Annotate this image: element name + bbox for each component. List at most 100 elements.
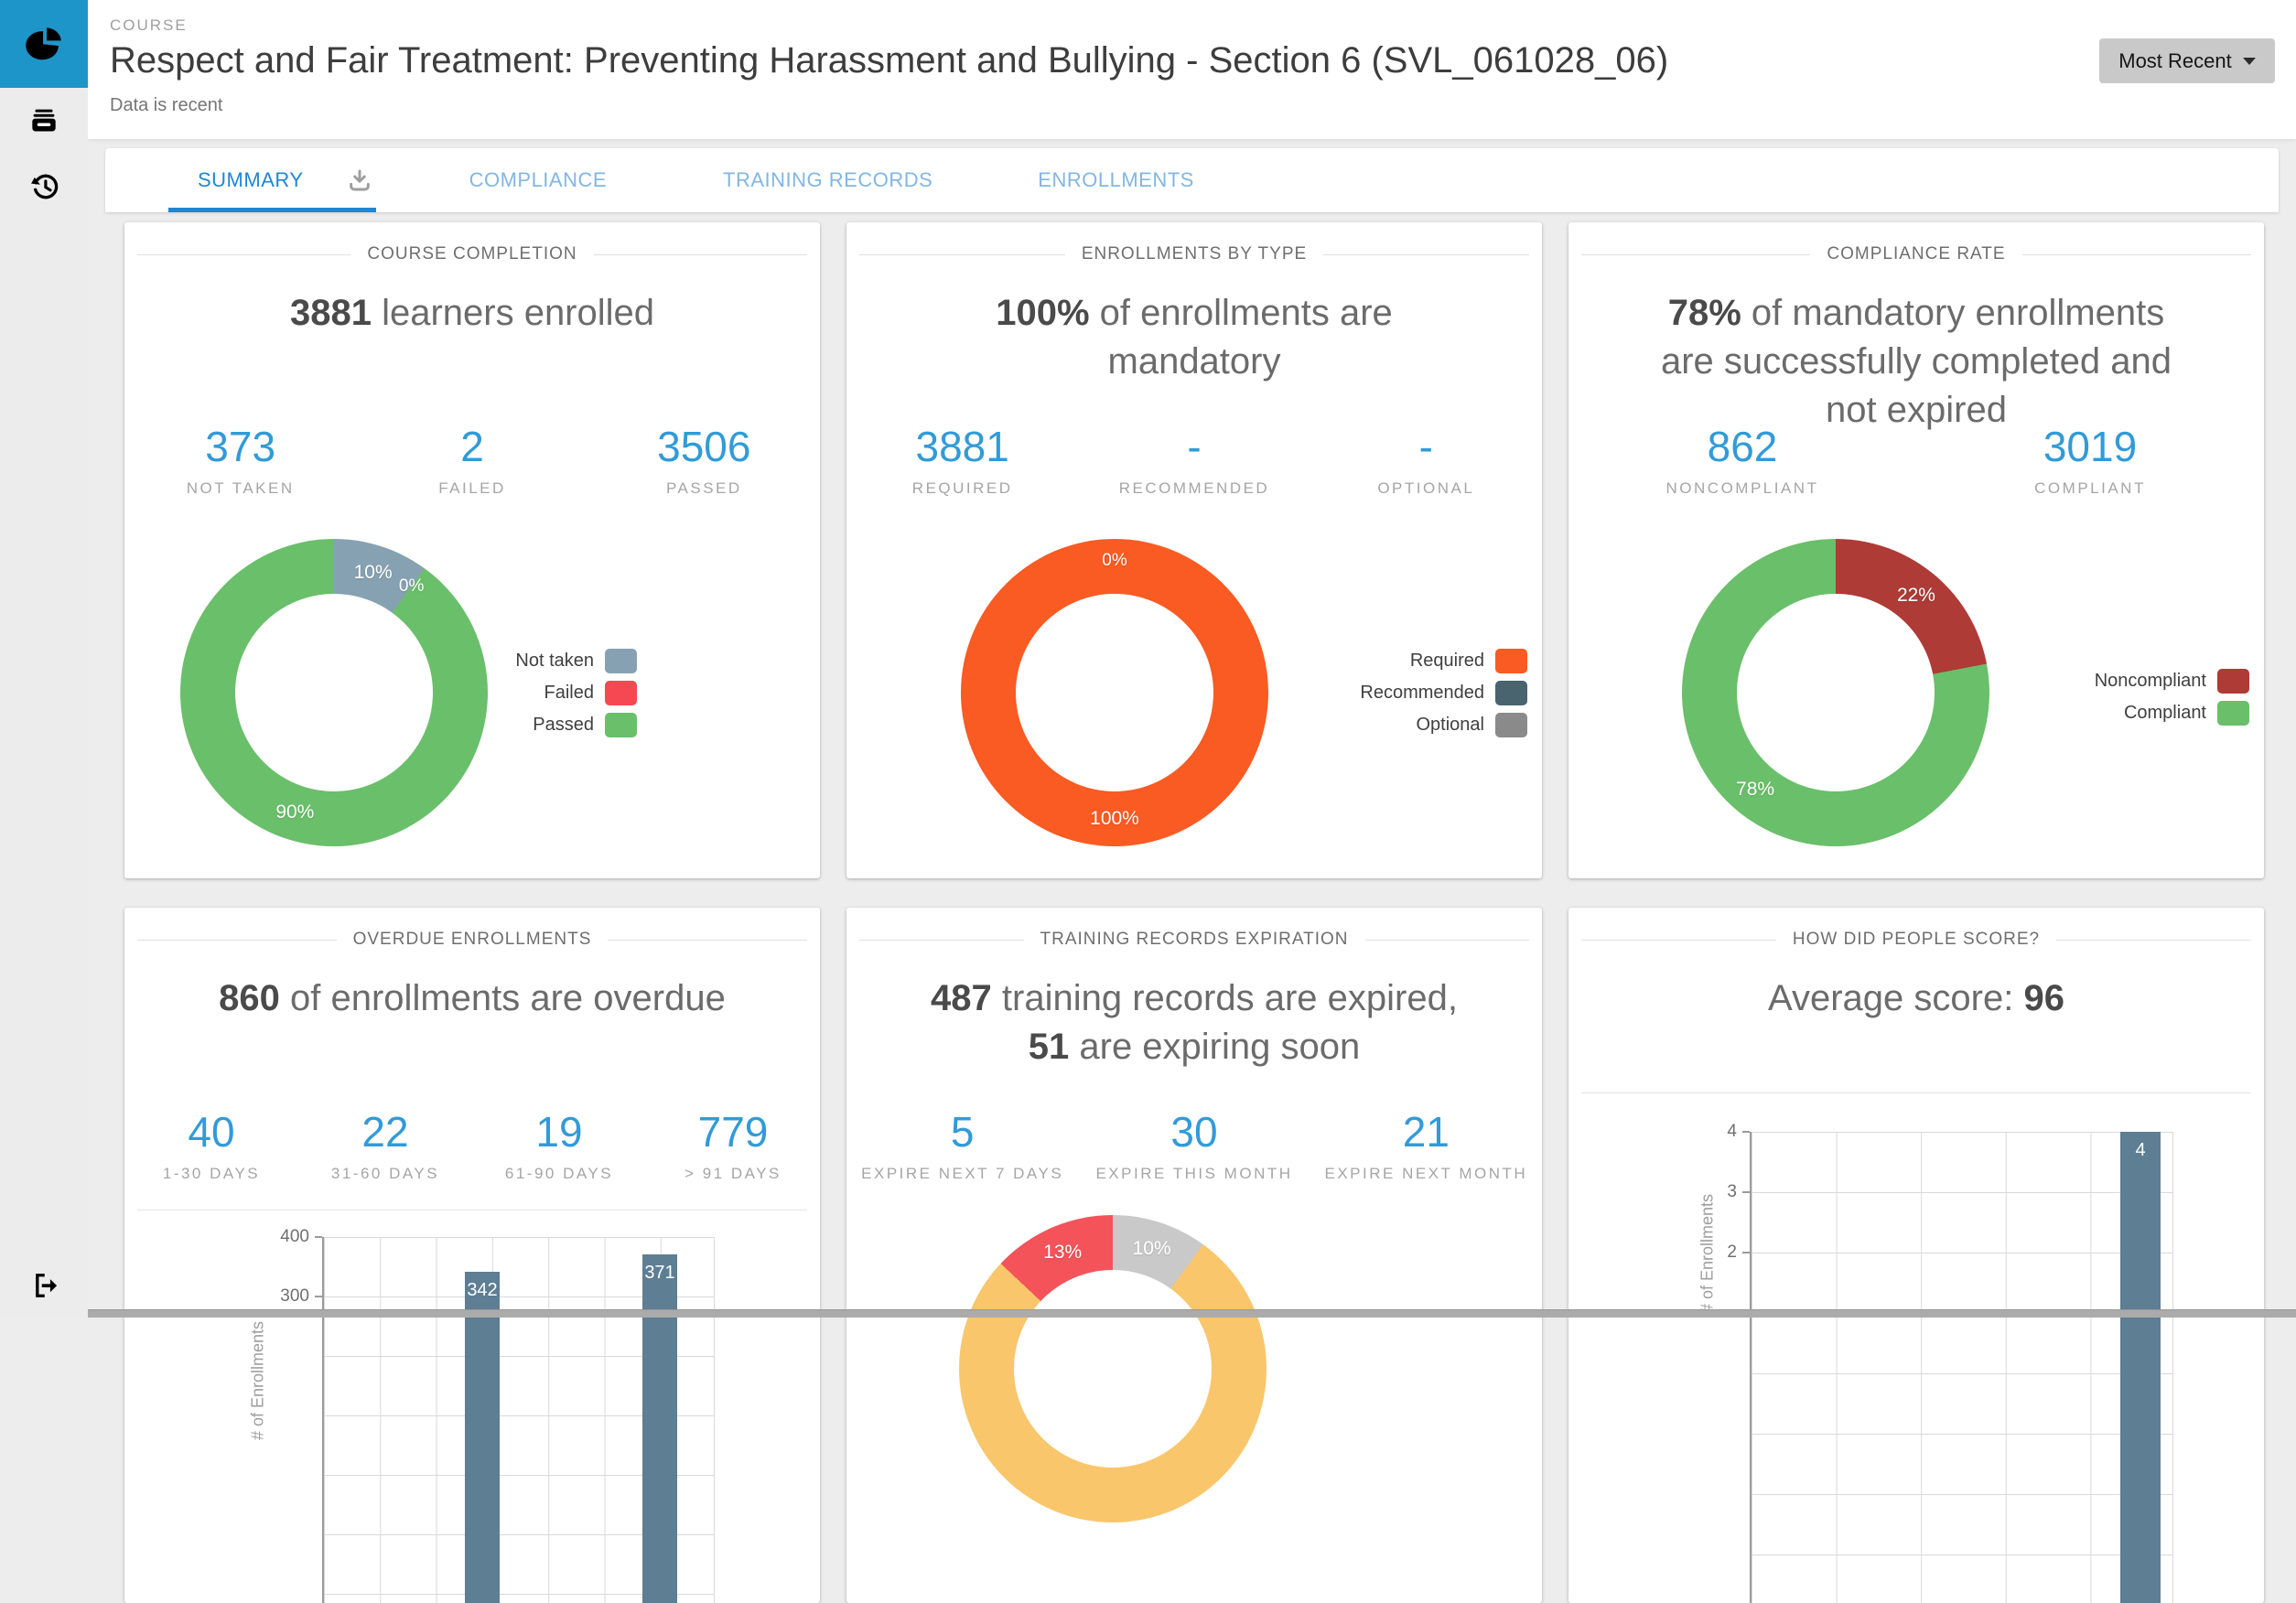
tick-mark	[315, 1236, 322, 1238]
expiration-donut-chart: 10% 13%	[959, 1215, 1267, 1522]
legend-swatch	[605, 649, 637, 673]
bar-value-label: 342	[467, 1279, 498, 1300]
overdue-bars: 342 371	[124, 908, 820, 1603]
y-axis-tick: 3	[1727, 1182, 1737, 1201]
stat-expire-next-7-days: 5 EXPIRE NEXT 7 DAYS	[861, 1108, 1064, 1182]
completion-donut-chart: 10% 0% 90%	[180, 539, 488, 846]
download-icon[interactable]	[346, 167, 373, 194]
legend-item-passed[interactable]: Passed	[515, 709, 637, 741]
tick-mark	[1742, 1191, 1750, 1193]
donut-slice-label: 13%	[1043, 1242, 1083, 1264]
card-compliance-rate: COMPLIANCE RATE 78% of mandatory enrollm…	[1568, 222, 2264, 878]
card-training-records-expiration: TRAINING RECORDS EXPIRATION 487 training…	[846, 908, 1542, 1603]
legend-item-recommended[interactable]: Recommended	[1360, 677, 1527, 709]
stat-61-90-days: 19 61-90 DAYS	[504, 1108, 614, 1182]
logout-icon	[27, 1269, 60, 1302]
legend-item-optional[interactable]: Optional	[1360, 709, 1527, 741]
donut-slice-label: 0%	[398, 576, 425, 596]
most-recent-dropdown[interactable]: Most Recent	[2099, 38, 2275, 83]
stat-compliant: 3019 COMPLIANT	[2034, 423, 2146, 497]
y-axis-tick: 400	[280, 1227, 309, 1246]
card-title: TRAINING RECORDS EXPIRATION	[859, 930, 1530, 950]
stat-expire-this-month: 30 EXPIRE THIS MONTH	[1095, 1108, 1293, 1182]
chart-legend: Not taken Failed Passed	[515, 645, 637, 741]
card-headline: 860 of enrollments are overdue	[219, 978, 726, 1018]
bar: 342	[465, 1271, 500, 1603]
card-headline: 3881 learners enrolled	[289, 293, 655, 333]
legend-swatch	[2217, 701, 2249, 726]
legend-item-required[interactable]: Required	[1360, 645, 1527, 677]
page-title: Respect and Fair Treatment: Preventing H…	[110, 40, 1669, 81]
card-enrollments-by-type: ENROLLMENTS BY TYPE 100% of enrollments …	[846, 222, 1542, 878]
card-title: HOW DID PEOPLE SCORE?	[1581, 930, 2252, 950]
card-title: OVERDUE ENROLLMENTS	[137, 930, 807, 950]
stats-row: 3881 REQUIRED - RECOMMENDED - OPTIONAL	[846, 425, 1542, 498]
stat-optional: - OPTIONAL	[1377, 423, 1475, 497]
data-status-text: Data is recent	[110, 95, 223, 115]
card-headline: 78% of mandatory enrollments are success…	[1660, 293, 2172, 430]
app-logo[interactable]	[0, 0, 88, 88]
pie-chart-icon	[23, 26, 65, 62]
tab-enrollments[interactable]: ENROLLMENTS	[1038, 168, 1194, 191]
card-headline: 487 training records are expired, 51 are…	[931, 978, 1458, 1067]
page-header: COURSE Respect and Fair Treatment: Preve…	[88, 0, 2296, 139]
tab-summary[interactable]: SUMMARY	[198, 168, 304, 191]
legend-item-compliant[interactable]: Compliant	[2095, 697, 2249, 729]
bar: 371	[642, 1253, 677, 1603]
card-headline: Average score: 96	[1768, 978, 2064, 1018]
active-tab-indicator	[168, 208, 376, 212]
bar-value-label: 4	[2135, 1140, 2146, 1160]
stats-row: 40 1-30 DAYS 22 31-60 DAYS 19 61-90 DAYS 77…	[124, 1111, 820, 1183]
y-axis-tick: 2	[1727, 1243, 1737, 1262]
stat-failed: 2 FAILED	[438, 423, 506, 497]
card-title: ENROLLMENTS BY TYPE	[859, 244, 1529, 264]
stat-noncompliant: 862 NONCOMPLIANT	[1665, 423, 1819, 497]
stat-not-taken: 373 NOT TAKEN	[186, 423, 295, 497]
logout-button[interactable]	[0, 1259, 88, 1312]
legend-swatch	[605, 713, 637, 737]
tick-mark	[1742, 1252, 1750, 1253]
y-axis-tick: 300	[280, 1286, 309, 1306]
stat-1-30-days: 40 1-30 DAYS	[162, 1108, 261, 1182]
chevron-down-icon	[2242, 57, 2256, 65]
tick-mark	[1742, 1131, 1750, 1133]
chart-legend: Required Recommended Optional	[1360, 645, 1527, 741]
bar-value-label: 371	[644, 1262, 675, 1283]
legend-item-failed[interactable]: Failed	[515, 677, 637, 709]
legend-swatch	[1495, 649, 1527, 673]
legend-item-not-taken[interactable]: Not taken	[515, 645, 637, 677]
tick-mark	[315, 1296, 322, 1297]
bar: 4	[2120, 1132, 2161, 1603]
inbox-icon	[27, 103, 61, 138]
legend-swatch	[2217, 669, 2249, 694]
donut-slice-label: 78%	[1736, 779, 1775, 801]
stat-91-plus-days: 779 > 91 DAYS	[684, 1108, 782, 1182]
card-how-did-people-score: HOW DID PEOPLE SCORE? Average score: 96 …	[1568, 908, 2264, 1603]
sidebar	[0, 0, 88, 1318]
stat-required: 3881 REQUIRED	[911, 423, 1013, 497]
chart-legend: Noncompliant Compliant	[2095, 665, 2249, 729]
most-recent-dropdown-label: Most Recent	[2118, 48, 2232, 72]
legend-swatch	[1495, 713, 1527, 737]
inbox-nav-button[interactable]	[0, 88, 88, 154]
stats-row: 5 EXPIRE NEXT 7 DAYS 30 EXPIRE THIS MONTH …	[846, 1111, 1542, 1183]
stat-31-60-days: 22 31-60 DAYS	[330, 1108, 440, 1182]
compliance-donut-chart: 22% 78%	[1682, 539, 1989, 846]
donut-slice-label: 100%	[1090, 808, 1139, 829]
horizontal-scrollbar[interactable]	[88, 1309, 2296, 1318]
history-icon	[27, 169, 61, 204]
legend-item-noncompliant[interactable]: Noncompliant	[2095, 665, 2249, 697]
history-nav-button[interactable]	[0, 154, 88, 220]
tab-training-records[interactable]: TRAINING RECORDS	[723, 168, 933, 191]
tab-compliance[interactable]: COMPLIANCE	[469, 168, 608, 191]
donut-slice-label: 0%	[1102, 551, 1127, 570]
summary-cards-grid: COURSE COMPLETION 3881 learners enrolled…	[105, 212, 2279, 1603]
tab-bar: SUMMARY COMPLIANCE TRAINING RECORDS ENRO…	[105, 148, 2279, 212]
donut-slice-label: 90%	[275, 802, 315, 823]
card-title: COURSE COMPLETION	[137, 244, 808, 264]
enrollment-type-donut-chart: 100% 0%	[961, 539, 1268, 846]
legend-swatch	[605, 681, 637, 705]
card-headline: 100% of enrollments are mandatory	[996, 293, 1393, 382]
eyebrow-label: COURSE	[110, 16, 188, 34]
